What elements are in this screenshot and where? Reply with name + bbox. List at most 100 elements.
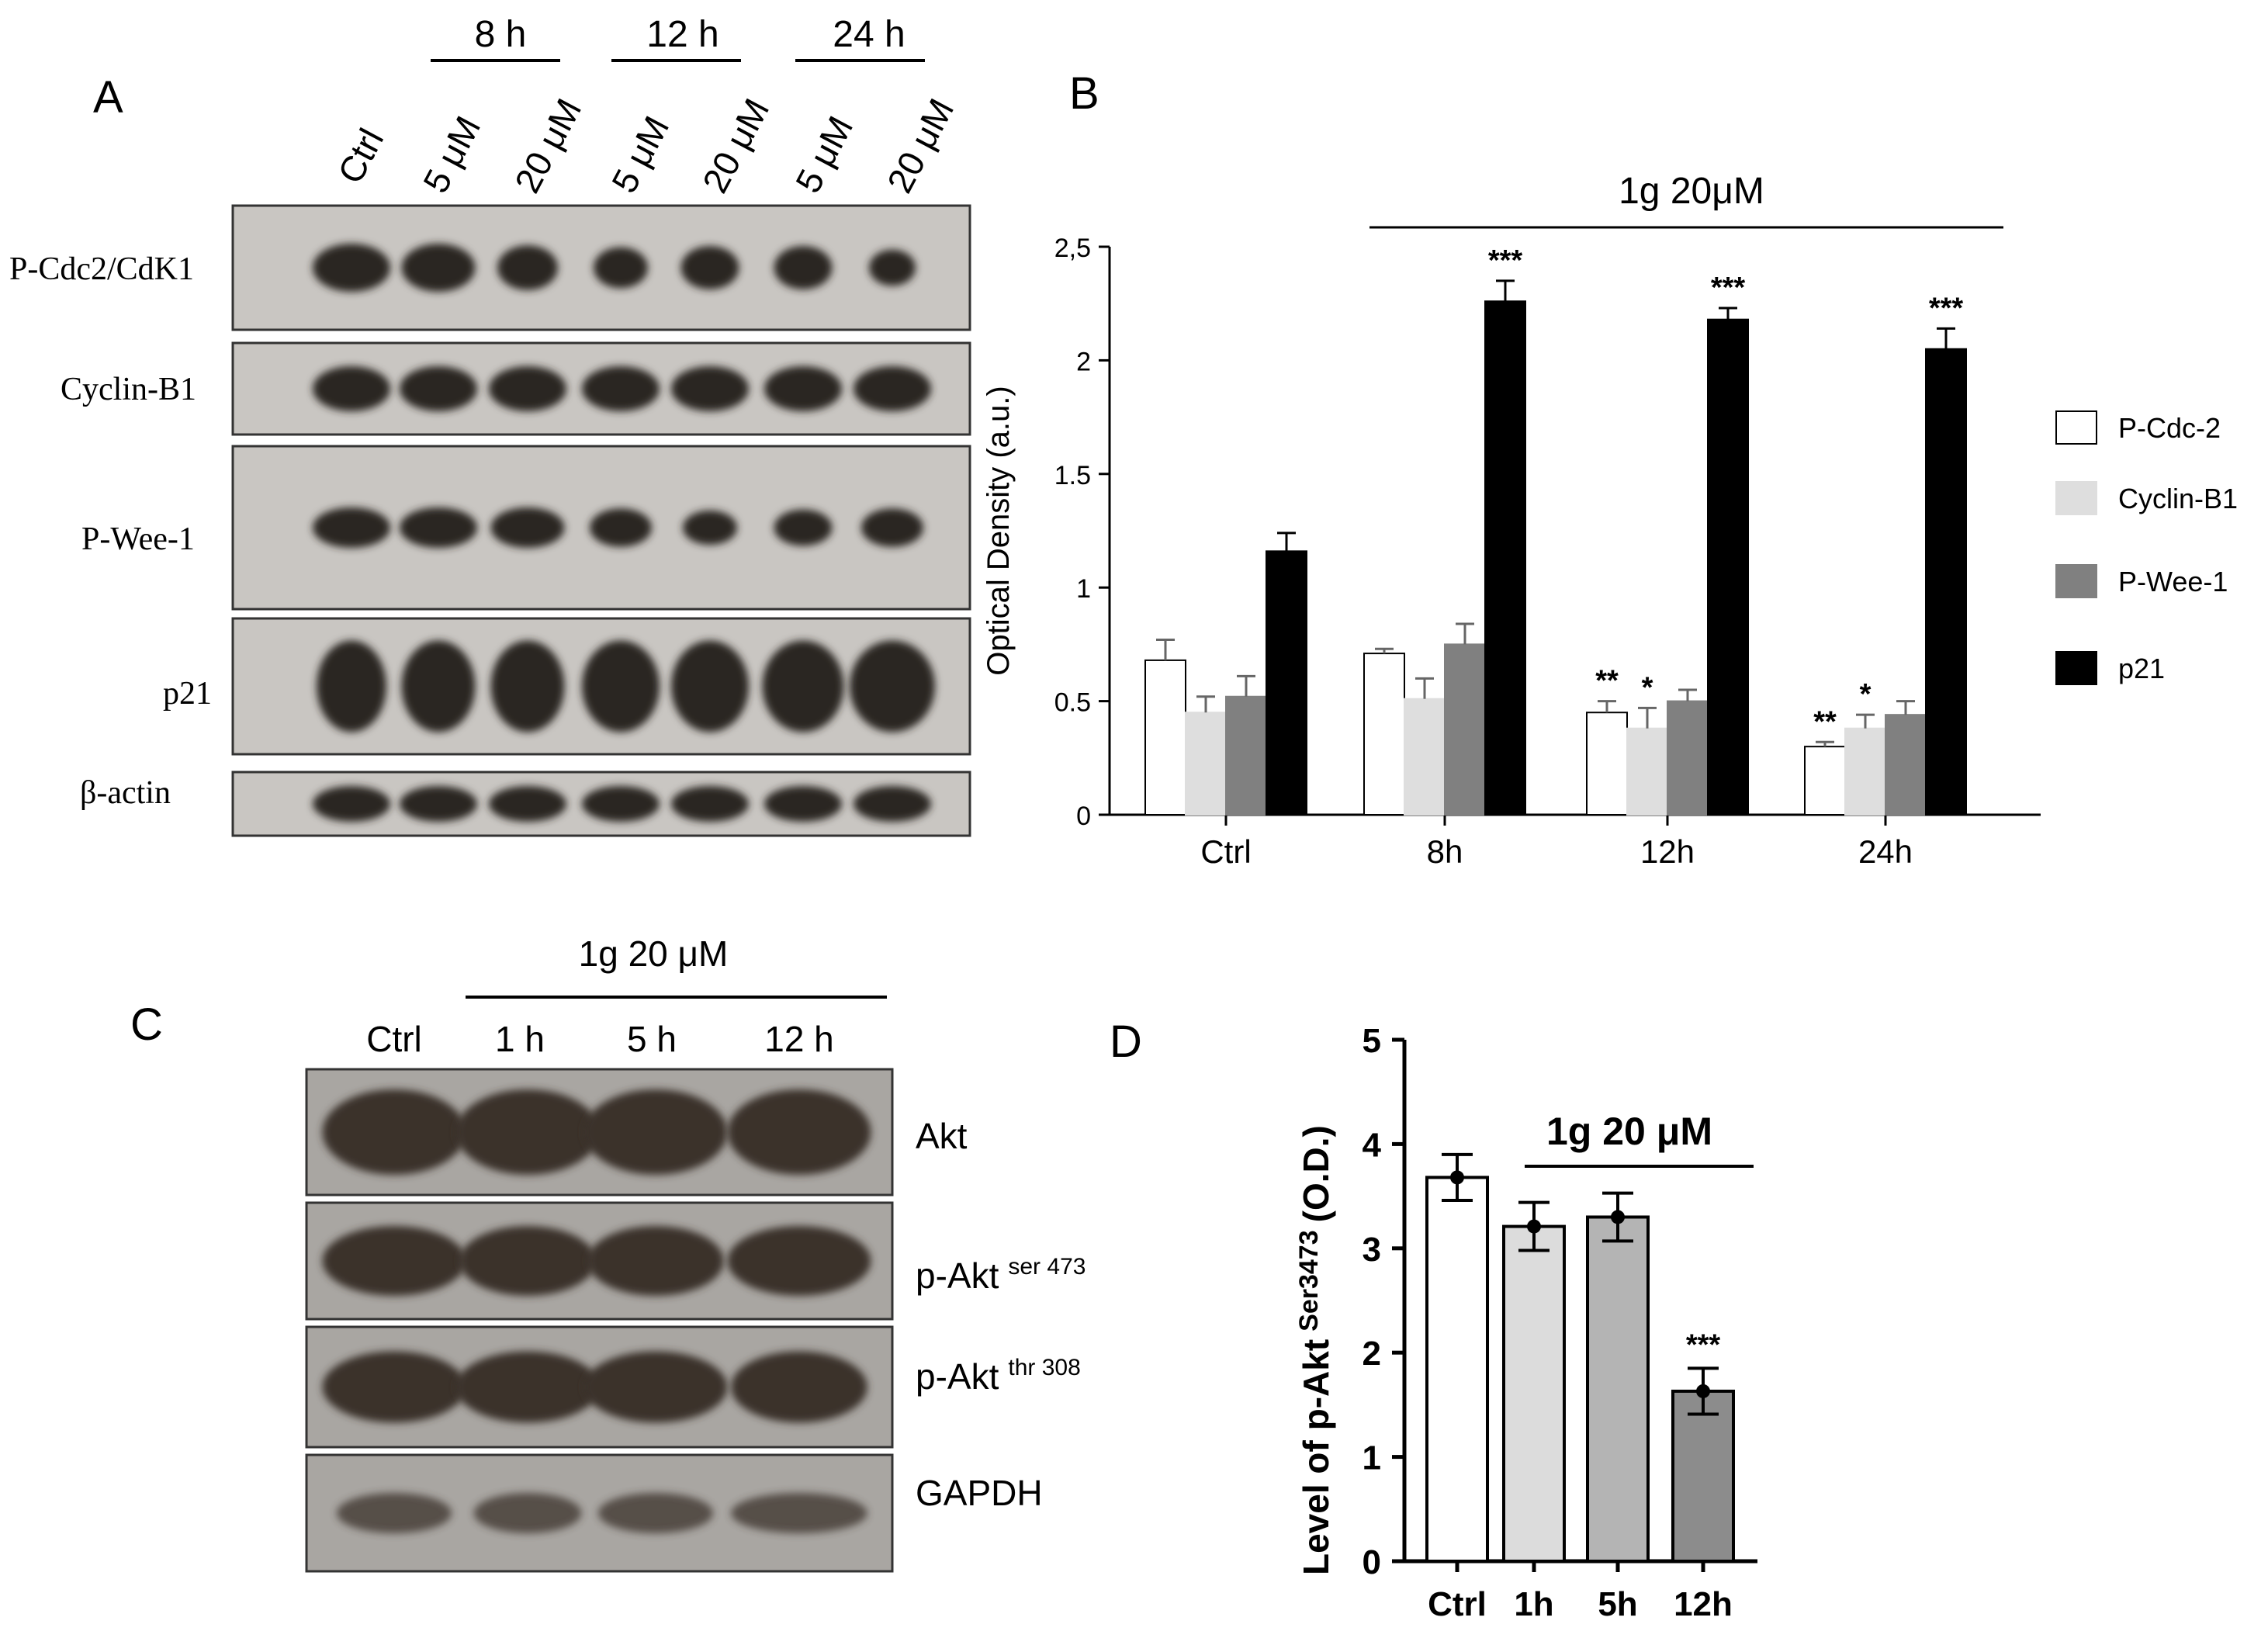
b-bar <box>1266 550 1307 816</box>
d-point <box>1450 1170 1464 1185</box>
panel-c-blot-labels: Akt p-Akt ser 473 p-Akt thr 308 GAPDH <box>916 1116 1086 1513</box>
blot-c-band <box>322 1351 466 1423</box>
blot-c-3 <box>305 1453 894 1573</box>
panel-b-legend: P-Cdc-2 Cyclin-B1 P-Wee-1 p21 <box>2055 410 2238 685</box>
b-legend-label: P-Wee-1 <box>2118 566 2228 597</box>
c-blot-label-pakt-thr: p-Akt thr 308 <box>916 1355 1081 1397</box>
b-significance: ** <box>1813 705 1837 738</box>
b-bar <box>1925 348 1967 816</box>
blot-a-3 <box>231 617 971 756</box>
blot-c-band <box>731 1351 867 1423</box>
b-legend-swatch <box>2055 651 2097 685</box>
b-legend-label: P-Cdc-2 <box>2118 412 2221 444</box>
blot-a-band <box>854 366 931 411</box>
lane-label-ctrl: Ctrl <box>330 122 392 190</box>
blot-a-band <box>671 640 749 732</box>
b-bar <box>1885 714 1927 816</box>
d-y-tick-label: 5 <box>1363 1022 1381 1060</box>
b-x-tick-label: 12h <box>1640 833 1695 870</box>
panel-c-treatment-label: 1g 20 μM <box>579 933 729 974</box>
c-blot-gapdh-name: GAPDH <box>916 1473 1043 1513</box>
b-significance: *** <box>1929 292 1964 324</box>
b-bar <box>1404 698 1446 816</box>
b-bar <box>1484 300 1526 816</box>
blot-c-band <box>322 1226 466 1296</box>
d-y-tick-label: 4 <box>1363 1126 1382 1164</box>
blot-c-band <box>322 1089 466 1175</box>
blot-a-band <box>590 508 652 547</box>
time-group-12h: 12 h <box>646 14 718 55</box>
b-x-tick-label: Ctrl <box>1200 833 1251 870</box>
blot-a-4 <box>231 771 971 837</box>
blot-c-band <box>598 1493 713 1533</box>
blot-a-band <box>400 366 477 411</box>
d-point <box>1527 1219 1541 1234</box>
c-blot-pakt-thr-sup: thr 308 <box>1008 1355 1080 1380</box>
blot-label-p21: p21 <box>163 676 212 712</box>
c-blot-pakt-ser-sup: ser 473 <box>1008 1254 1086 1280</box>
b-significance: * <box>1860 678 1872 711</box>
b-significance: * <box>1642 671 1653 704</box>
b-significance: ** <box>1595 665 1619 698</box>
b-legend-swatch <box>2055 410 2097 445</box>
b-bar <box>1144 659 1186 816</box>
b-bar <box>1185 712 1227 816</box>
blot-a-band <box>582 640 660 732</box>
d-ylabel-main: Level of p-Akt <box>1296 1339 1336 1575</box>
panel-a: A 8 h 12 h 24 h Ctrl 5 μM 20 μM 5 μM 20 … <box>9 14 971 837</box>
d-ylabel-tail: (O.D.) <box>1296 1125 1336 1222</box>
b-bar <box>1804 746 1846 816</box>
lane-label-8h-20um: 20 μM <box>507 92 589 199</box>
blot-c-band <box>583 1351 728 1423</box>
lane-label-8h-5um: 5 μM <box>415 109 488 199</box>
blot-a-band <box>671 366 749 411</box>
d-point <box>1696 1384 1710 1398</box>
d-x-tick-label: 5h <box>1598 1585 1637 1623</box>
panel-a-letter: A <box>93 72 123 123</box>
panel-a-time-groups: 8 h 12 h 24 h <box>431 14 925 62</box>
c-blot-label-gapdh: GAPDH <box>916 1473 1043 1513</box>
time-group-8h: 8 h <box>475 14 527 55</box>
panel-c-lane-labels: Ctrl 1 h 5 h 12 h <box>366 1019 834 1059</box>
b-x-tick-label: 24h <box>1858 833 1913 870</box>
blot-a-band <box>861 508 923 547</box>
b-legend-label: Cyclin-B1 <box>2118 483 2238 514</box>
panel-a-blots <box>231 204 971 837</box>
d-bar <box>1671 1389 1735 1563</box>
blot-a-band <box>683 510 737 545</box>
blot-c-band <box>587 1226 724 1296</box>
c-blot-pakt-thr-name: p-Akt <box>916 1356 999 1397</box>
blot-label-pcdc2: P-Cdc2/CdK1 <box>9 251 194 287</box>
d-y-tick-label: 2 <box>1363 1335 1381 1373</box>
d-bar <box>1502 1224 1566 1564</box>
blot-a-band <box>671 786 749 822</box>
blot-a-band <box>850 640 935 732</box>
d-x-tick-label: 1h <box>1514 1585 1553 1623</box>
blot-c-band <box>459 1226 596 1296</box>
c-blot-akt-name: Akt <box>916 1116 968 1156</box>
panel-d-chart: 0 1 2 3 4 5 Ctrl 1h 5h 12h *** <box>1363 1022 1757 1623</box>
blot-a-band <box>762 640 844 732</box>
lane-label-24h-5um: 5 μM <box>788 109 860 199</box>
d-y-tick-label: 0 <box>1363 1543 1381 1581</box>
b-bar <box>1667 700 1709 816</box>
lane-label-12h-5um: 5 μM <box>604 109 677 199</box>
lane-label-12h-20um: 20 μM <box>694 92 777 199</box>
panel-c: C 1g 20 μM Ctrl 1 h 5 h 12 h Akt p-Akt se… <box>130 933 1086 1573</box>
b-y-tick-label: 0 <box>1076 802 1091 831</box>
b-significance: *** <box>1488 244 1523 277</box>
blot-a-band <box>401 244 476 292</box>
b-bar <box>1586 712 1628 816</box>
blot-a-band <box>764 786 842 822</box>
c-blot-pakt-ser-name: p-Akt <box>916 1255 999 1296</box>
panel-c-letter: C <box>130 999 163 1050</box>
blot-c-1 <box>305 1201 894 1321</box>
blot-c-band <box>455 1351 600 1423</box>
blot-a-band <box>774 246 833 289</box>
c-lane-5h: 5 h <box>627 1019 677 1059</box>
blot-a-band <box>400 786 477 822</box>
blot-a-band <box>489 786 566 822</box>
blot-c-band <box>473 1493 582 1533</box>
panel-d: D 1g 20 μM Level of p-Akt Ser3473 (O.D.) 0… <box>1110 1016 1757 1623</box>
blot-a-band <box>869 249 916 286</box>
